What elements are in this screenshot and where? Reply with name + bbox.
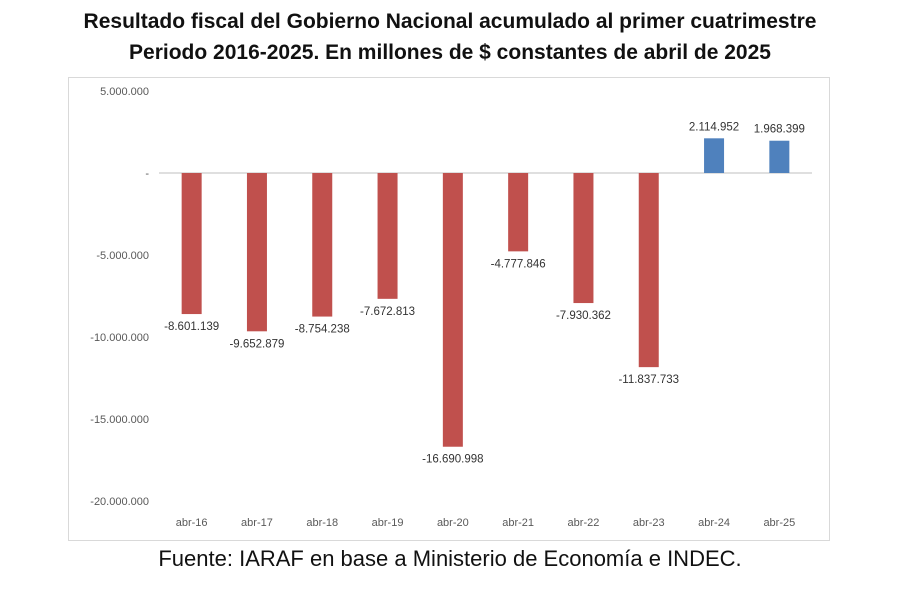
data-label: 2.114.952 bbox=[689, 121, 739, 133]
data-label: -11.837.733 bbox=[618, 374, 679, 386]
chart-area: 5.000.000 - -5.000.000 -10.000.000 -15.000.0… bbox=[68, 77, 830, 541]
data-label: -9.652.879 bbox=[229, 338, 284, 350]
x-tick-label: abr-18 bbox=[306, 517, 338, 529]
x-tick-label: abr-17 bbox=[241, 517, 273, 529]
x-tick-label: abr-20 bbox=[437, 517, 469, 529]
bar-abr-16 bbox=[181, 173, 202, 315]
chart-title-line1: Resultado fiscal del Gobierno Nacional a… bbox=[83, 10, 817, 33]
x-tick-label: abr-25 bbox=[763, 517, 795, 529]
y-tick-label: -10.000.000 bbox=[90, 332, 149, 344]
bar-abr-23 bbox=[638, 173, 659, 368]
y-tick-label: -20.000.000 bbox=[90, 496, 149, 508]
data-label: -7.672.813 bbox=[360, 306, 415, 318]
bar-abr-19 bbox=[377, 173, 398, 299]
bar-chart: 5.000.000 - -5.000.000 -10.000.000 -15.000.0… bbox=[90, 86, 812, 529]
bar-abr-25 bbox=[769, 140, 790, 173]
x-tick-label: abr-19 bbox=[372, 517, 404, 529]
x-tick-label: abr-23 bbox=[633, 517, 665, 529]
data-label: -8.601.139 bbox=[164, 321, 219, 333]
data-label: -8.754.238 bbox=[295, 324, 350, 336]
x-tick-label: abr-22 bbox=[568, 517, 600, 529]
data-label: 1.968.399 bbox=[754, 124, 805, 136]
y-tick-label: -15.000.000 bbox=[90, 414, 149, 426]
data-label: -7.930.362 bbox=[556, 310, 611, 322]
bar-abr-17 bbox=[246, 173, 267, 332]
y-tick-label: - bbox=[145, 168, 149, 180]
bar-abr-24 bbox=[704, 138, 725, 173]
chart-title: Resultado fiscal del Gobierno Nacional a… bbox=[0, 6, 900, 68]
chart-title-line2: Periodo 2016-2025. En millones de $ cons… bbox=[129, 41, 771, 64]
x-tick-label: abr-24 bbox=[698, 517, 730, 529]
bar-abr-20 bbox=[442, 173, 463, 447]
y-tick-label: 5.000.000 bbox=[100, 86, 149, 98]
data-label: -16.690.998 bbox=[422, 454, 483, 466]
source-note: Fuente: IARAF en base a Ministerio de Ec… bbox=[158, 546, 742, 571]
x-tick-label: abr-21 bbox=[502, 517, 534, 529]
bar-abr-21 bbox=[508, 173, 529, 252]
x-tick-label: abr-16 bbox=[176, 517, 208, 529]
bar-abr-22 bbox=[573, 173, 594, 304]
data-label: -4.777.846 bbox=[491, 258, 546, 270]
y-tick-label: -5.000.000 bbox=[96, 250, 149, 262]
bar-abr-18 bbox=[312, 173, 333, 317]
